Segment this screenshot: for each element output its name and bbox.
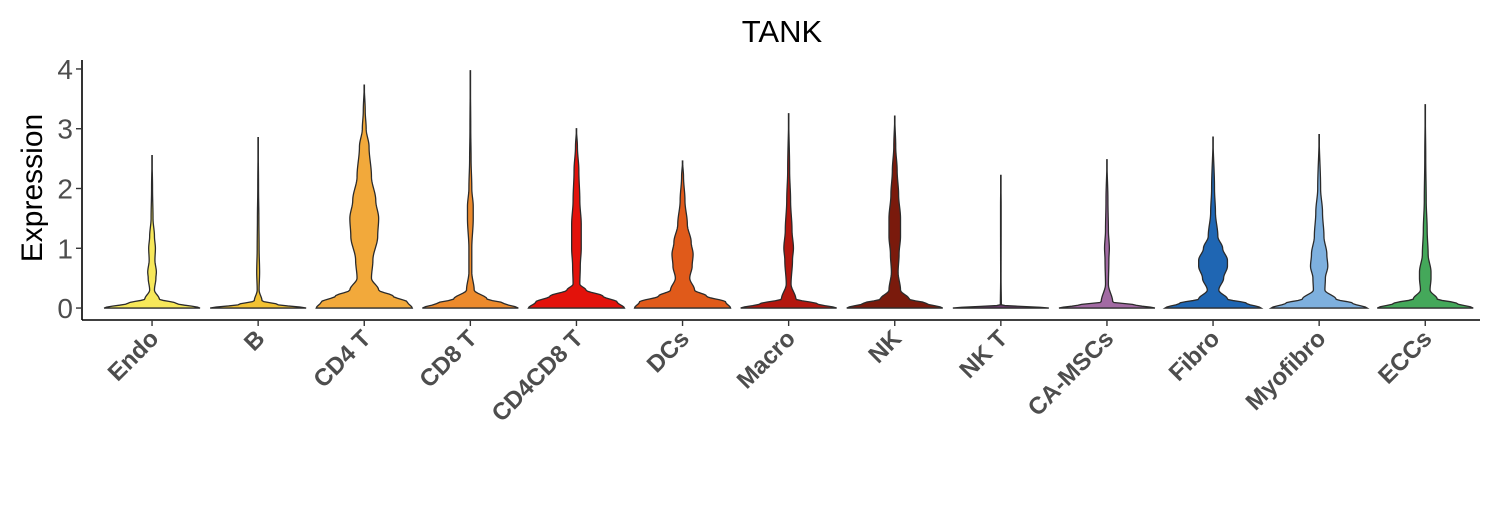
x-tick-label-ca-mscs: CA-MSCs — [1023, 325, 1119, 421]
x-tick-label-myofibro: Myofibro — [1241, 325, 1332, 416]
y-tick-label: 4 — [57, 54, 73, 85]
violin-cd4cd8-t — [527, 128, 626, 309]
y-axis-label: Expression — [16, 114, 49, 262]
violin-fibro — [1162, 136, 1264, 309]
violin-b — [210, 137, 307, 309]
violin-cd8-t — [422, 70, 519, 309]
x-tick-label-endo: Endo — [103, 325, 165, 387]
x-tick-label-eccs: ECCs — [1373, 325, 1437, 389]
violin-ca-mscs — [1058, 159, 1156, 309]
x-tick-label-dcs: DCs — [642, 325, 695, 378]
violin-eccs — [1376, 104, 1474, 309]
violin-nk — [846, 115, 944, 309]
violin-macro — [740, 113, 837, 309]
violins-group — [103, 70, 1474, 309]
y-tick-label: 0 — [57, 293, 73, 324]
violin-myofibro — [1268, 134, 1370, 309]
violin-nk-t — [952, 174, 1049, 309]
y-tick-label: 3 — [57, 114, 73, 145]
violin-cd4-t — [315, 84, 414, 309]
violin-endo — [103, 154, 201, 309]
y-tick-label: 2 — [57, 174, 73, 205]
x-tick-label-cd4cd8-t: CD4CD8 T — [487, 325, 589, 427]
x-tick-label-fibro: Fibro — [1164, 325, 1226, 387]
x-tick-label-nk-t: NK T — [954, 325, 1013, 384]
x-tick-label-nk: NK — [863, 325, 907, 369]
x-tick-label-cd8-t: CD8 T — [414, 325, 482, 393]
x-tick-label-b: B — [239, 325, 270, 356]
x-axis: Endo B CD4 T CD8 T CD4CD8 T DCs Macro NK NK T CA-… — [82, 319, 1480, 427]
chart-title: TANK — [742, 14, 823, 49]
y-axis: 0 1 2 3 4 — [57, 54, 83, 324]
violin-dcs — [633, 160, 732, 309]
x-tick-label-cd4-t: CD4 T — [308, 325, 376, 393]
x-tick-label-macro: Macro — [732, 325, 801, 394]
y-tick-label: 1 — [57, 233, 73, 264]
